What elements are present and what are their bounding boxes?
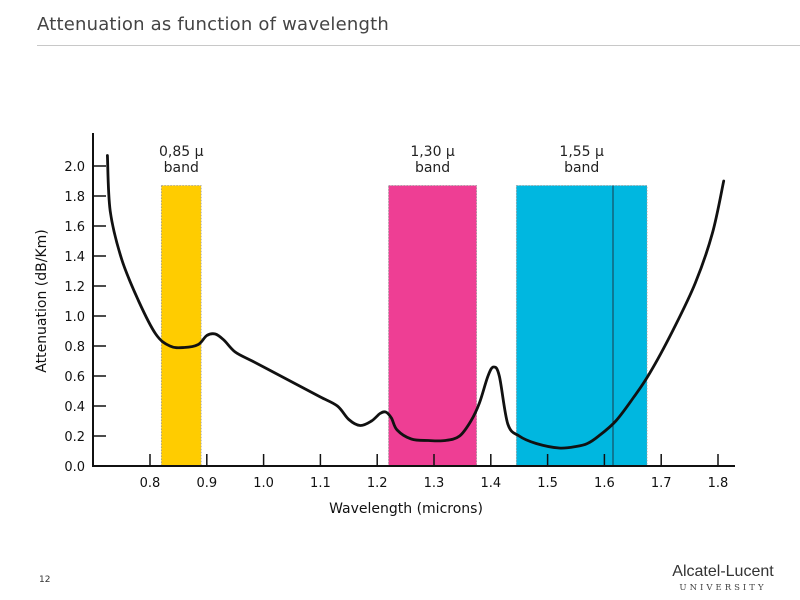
band-label-bottom-1: band [415, 160, 450, 176]
x-tick-label-7: 1.5 [537, 476, 558, 491]
y-tick-label-1: 0.2 [64, 430, 85, 445]
x-tick-label-0: 0.8 [140, 476, 161, 491]
x-axis-title: Wavelength (microns) [329, 501, 483, 517]
slide-title: Attenuation as function of wavelength [37, 14, 389, 35]
band-label-bottom-0: band [164, 160, 199, 176]
y-tick-label-8: 1.6 [64, 220, 85, 235]
band-1 [388, 185, 477, 467]
band-label-top-0: 0,85 µ [159, 144, 204, 160]
x-tick-label-2: 1.0 [253, 476, 274, 491]
band-label-bottom-2: band [564, 160, 599, 176]
y-tick-label-7: 1.4 [64, 250, 85, 265]
y-tick-label-2: 0.4 [64, 400, 85, 415]
x-tick-label-9: 1.7 [651, 476, 672, 491]
bands-layer [160, 185, 648, 467]
band-2 [515, 185, 648, 467]
x-tick-label-6: 1.4 [480, 476, 501, 491]
axes-layer [92, 133, 735, 467]
y-tick-label-4: 0.8 [64, 340, 85, 355]
title-divider [37, 45, 800, 46]
x-tick-label-3: 1.1 [310, 476, 331, 491]
x-tick-label-8: 1.6 [594, 476, 615, 491]
x-tick-label-4: 1.2 [367, 476, 388, 491]
y-tick-label-10: 2.0 [64, 160, 85, 175]
y-tick-label-3: 0.6 [64, 370, 85, 385]
y-tick-label-0: 0.0 [64, 460, 85, 475]
y-tick-label-6: 1.2 [64, 280, 85, 295]
axis-labels-layer: 0.0 0.2 0.4 0.6 0.8 1.0 1.2 1.4 1.6 1.8 2.0 0.8 0.9 1… [34, 160, 728, 517]
x-tick-label-5: 1.3 [424, 476, 445, 491]
page-number: 12 [39, 575, 51, 585]
x-tick-label-1: 0.9 [196, 476, 217, 491]
band-label-top-2: 1,55 µ [559, 144, 604, 160]
company-logo: Alcatel-Lucent UNIVERSITY [668, 563, 778, 593]
y-tick-label-5: 1.0 [64, 310, 85, 325]
attenuation-curve-0 [106, 154, 726, 450]
band-label-top-1: 1,30 µ [410, 144, 455, 160]
band-0 [160, 185, 202, 467]
y-tick-label-9: 1.8 [64, 190, 85, 205]
y-axis-title: Attenuation (dB/Km) [34, 229, 50, 372]
curve-layer [106, 154, 726, 450]
logo-subtitle: UNIVERSITY [679, 583, 767, 593]
x-tick-label-10: 1.8 [708, 476, 729, 491]
logo-name: Alcatel-Lucent [672, 563, 774, 580]
